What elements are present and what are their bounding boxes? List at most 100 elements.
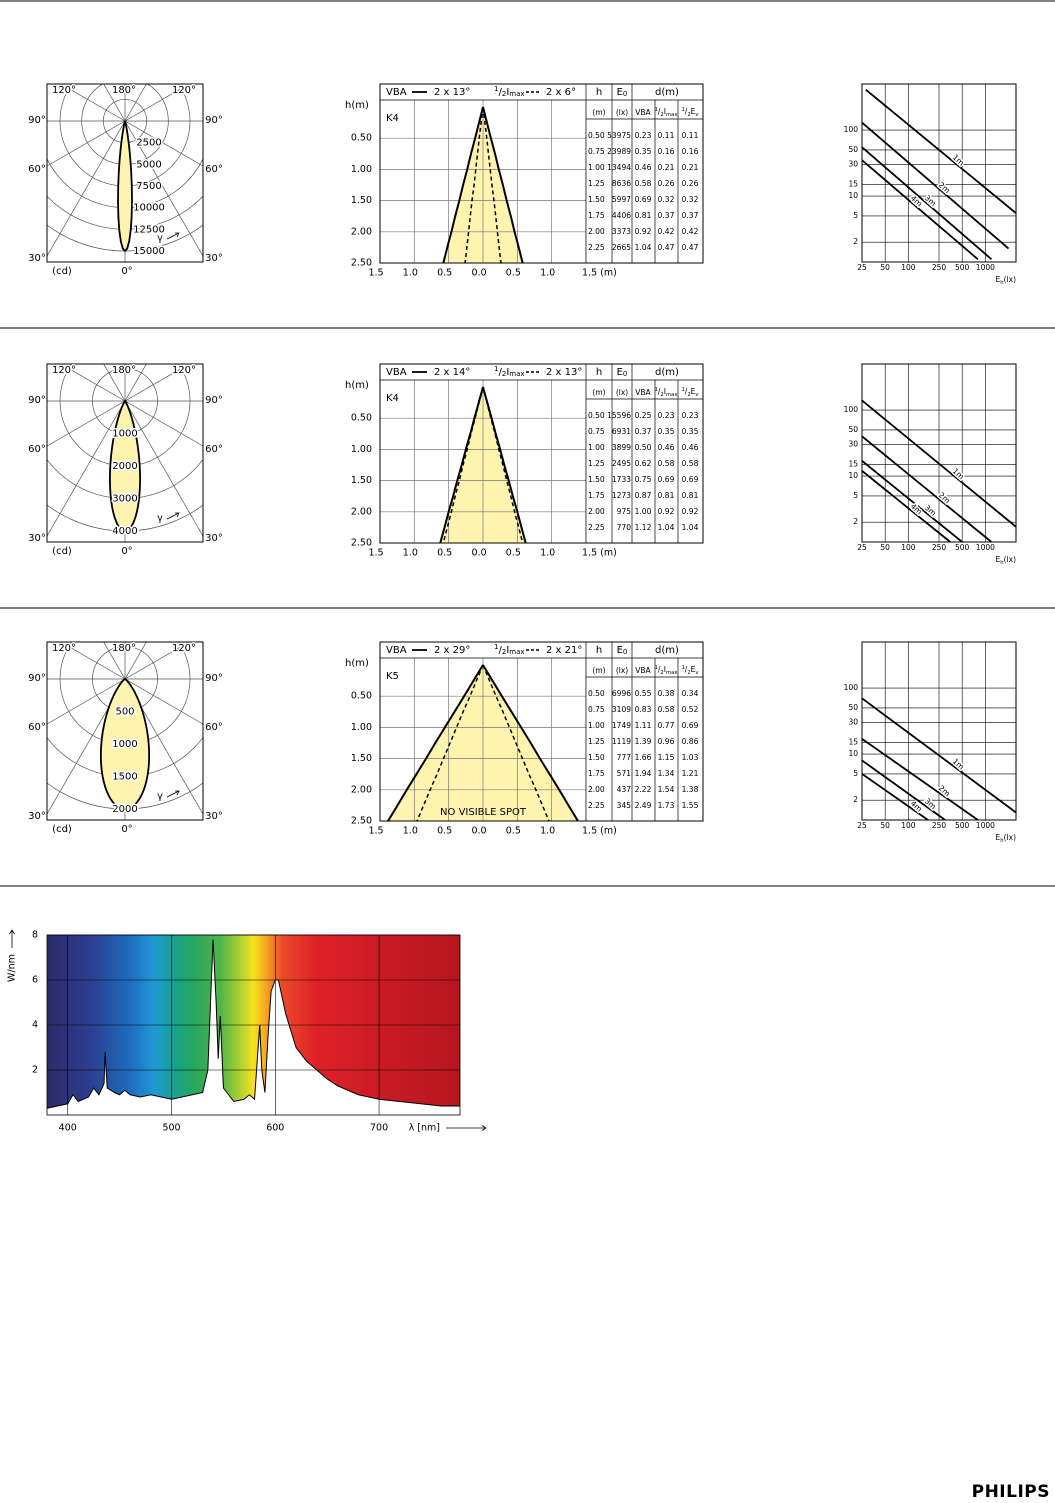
table-cell: 3899 (612, 443, 631, 452)
x-tick-label: 500 (162, 1123, 180, 1134)
angle-label: 180° (112, 643, 136, 654)
table-unit: (m) (592, 666, 605, 675)
y-tick-label: 5 (853, 769, 858, 778)
table-cell: 0.81 (658, 491, 675, 500)
table-cell: 0.46 (635, 163, 652, 172)
table-header: h (596, 87, 602, 98)
table-cell: 2.00 (588, 785, 605, 794)
isolux-line (865, 88, 1016, 214)
table-cell: 2665 (612, 243, 631, 252)
half-intensity-line (482, 106, 502, 263)
x-tick-label: 1.5 (m) (582, 826, 617, 837)
table-header: 1/2Ev (681, 665, 698, 676)
table-cell: 0.37 (635, 427, 652, 436)
polar-spoke (47, 678, 126, 725)
table-cell: 0.69 (658, 475, 675, 484)
x-tick-label: 1.5 (m) (582, 268, 617, 279)
isolux-line (862, 399, 1016, 528)
table-cell: 1273 (612, 491, 631, 500)
x-tick-label: 0.5 (506, 548, 521, 559)
y-tick-label: 2.00 (351, 226, 372, 237)
axis-arrow (9, 929, 15, 948)
label-part: 1 (494, 643, 498, 651)
x-tick-label: 1.0 (403, 268, 418, 279)
label-part: E (617, 87, 623, 98)
table-cell: 0.34 (682, 689, 699, 698)
isolux-frame (861, 641, 1017, 821)
x-tick-label: 700 (370, 1123, 388, 1134)
axis-title: λ [nm] (409, 1123, 440, 1134)
polar-spoke (124, 84, 147, 122)
axis-title: Eh(lx) (996, 555, 1017, 566)
x-tick-label: 1.0 (403, 826, 418, 837)
cone-frame (379, 83, 704, 264)
table-cell: 1.54 (658, 785, 675, 794)
x-tick-label: 0.5 (437, 268, 452, 279)
table-cell: 0.75 (635, 475, 652, 484)
angle-label: 90° (28, 673, 46, 684)
cone-frame (379, 363, 704, 544)
y-tick-label: 1.50 (351, 753, 372, 764)
angle-label: 30° (28, 253, 46, 264)
unit-label: (cd) (52, 824, 72, 835)
label-part: 0 (623, 90, 627, 98)
angle-label: 30° (205, 533, 223, 544)
beam-line (439, 386, 484, 543)
gamma-label: γ (157, 513, 163, 524)
label-part: h (1000, 280, 1003, 286)
ring-label: 10000 (133, 203, 165, 214)
y-tick-label: 2.50 (351, 816, 372, 827)
table-cell: 2.00 (588, 227, 605, 236)
table-cell: 1119 (612, 737, 631, 746)
table-cell: 0.50 (635, 443, 652, 452)
table-cell: 0.16 (658, 147, 675, 156)
polar-frame (46, 641, 204, 821)
angle-label: 30° (28, 811, 46, 822)
x-tick-label: 500 (955, 263, 970, 272)
table-header: h (596, 645, 602, 656)
angle-label: 60° (28, 444, 46, 455)
axis-title: Eh(lx) (996, 275, 1017, 286)
angle-label: 60° (205, 444, 223, 455)
polar-spoke (47, 120, 126, 167)
table-cell: 1.00 (588, 163, 605, 172)
label-part: / (685, 387, 688, 396)
x-tick-label: 25 (857, 821, 867, 830)
table-cell: 437 (617, 785, 632, 794)
axis-title: h(m) (345, 380, 369, 391)
label-part: I (664, 665, 666, 674)
polar-spoke (124, 642, 147, 680)
label-part: E (996, 275, 1001, 284)
isolux-line (862, 773, 929, 820)
beam-line (482, 106, 524, 263)
table-cell: 3373 (612, 227, 631, 236)
polar-spoke (103, 642, 126, 680)
x-tick-label: 0.5 (506, 826, 521, 837)
table-cell: 0.69 (682, 721, 699, 730)
table-cell: 2.00 (588, 507, 605, 516)
table-header: VBA (635, 388, 651, 397)
table-cell: 1.00 (635, 507, 652, 516)
polar-diagram (47, 84, 203, 262)
y-tick-label: 4 (32, 1020, 38, 1031)
angle-label: 120° (52, 85, 76, 96)
table-cell: 1.34 (658, 769, 675, 778)
legend-label: 1/2Imax (494, 643, 525, 656)
isolux-line (862, 470, 951, 542)
label-part: 2 (660, 392, 663, 398)
label-part: / (685, 665, 688, 674)
polar-spoke (47, 120, 126, 257)
x-tick-label: 50 (880, 543, 890, 552)
table-cell: 0.55 (635, 689, 652, 698)
table-cell: 0.75 (588, 427, 605, 436)
label-part: v (695, 392, 698, 398)
table-cell: 0.46 (682, 443, 699, 452)
table-cell: 1.15 (658, 753, 675, 762)
x-tick-label: 400 (59, 1123, 77, 1134)
table-cell: 1.75 (588, 211, 605, 220)
angle-label: 90° (28, 395, 46, 406)
class-label: K5 (386, 671, 399, 682)
half-intensity-line (464, 106, 484, 263)
angle-label: 30° (28, 533, 46, 544)
half-intensity-line (482, 664, 550, 821)
